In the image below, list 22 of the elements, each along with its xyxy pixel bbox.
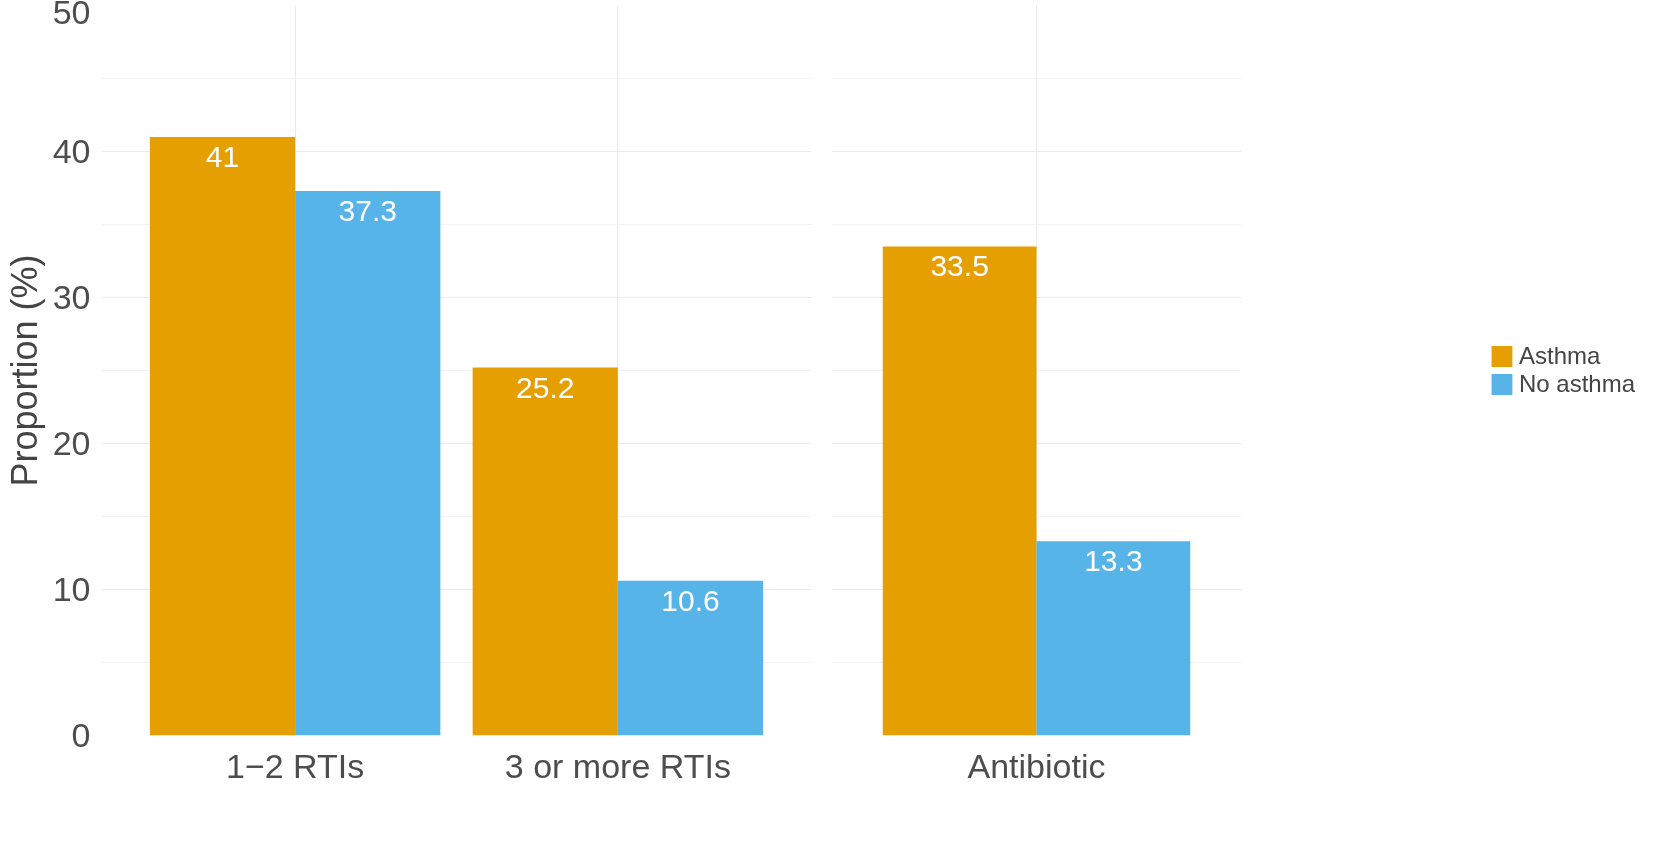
data-label: 41 <box>205 139 240 173</box>
legend-label: No asthma <box>1518 370 1636 398</box>
data-label: 13.3 <box>1084 544 1143 578</box>
data-label: 10.6 <box>661 583 720 617</box>
x-tick-label: Antibiotic <box>967 746 1106 785</box>
y-axis-title: Proportion (%) <box>3 254 45 487</box>
y-tick-label: 20 <box>52 424 91 462</box>
bar <box>295 190 441 736</box>
y-tick-label: 0 <box>71 716 91 754</box>
y-tick-label: 50 <box>52 0 91 31</box>
bar <box>472 367 618 736</box>
y-tick-label: 40 <box>52 132 91 170</box>
data-label: 37.3 <box>338 193 397 227</box>
data-label: 25.2 <box>516 370 575 404</box>
bar <box>617 580 764 736</box>
bar <box>149 136 296 736</box>
x-tick-label: 1−2 RTIs <box>226 746 365 785</box>
y-tick-label: 10 <box>52 570 91 608</box>
x-tick-label: 3 or more RTIs <box>504 746 731 785</box>
data-label: 33.5 <box>930 249 989 283</box>
y-tick-label: 30 <box>52 278 91 316</box>
legend-label: Asthma <box>1518 342 1601 370</box>
